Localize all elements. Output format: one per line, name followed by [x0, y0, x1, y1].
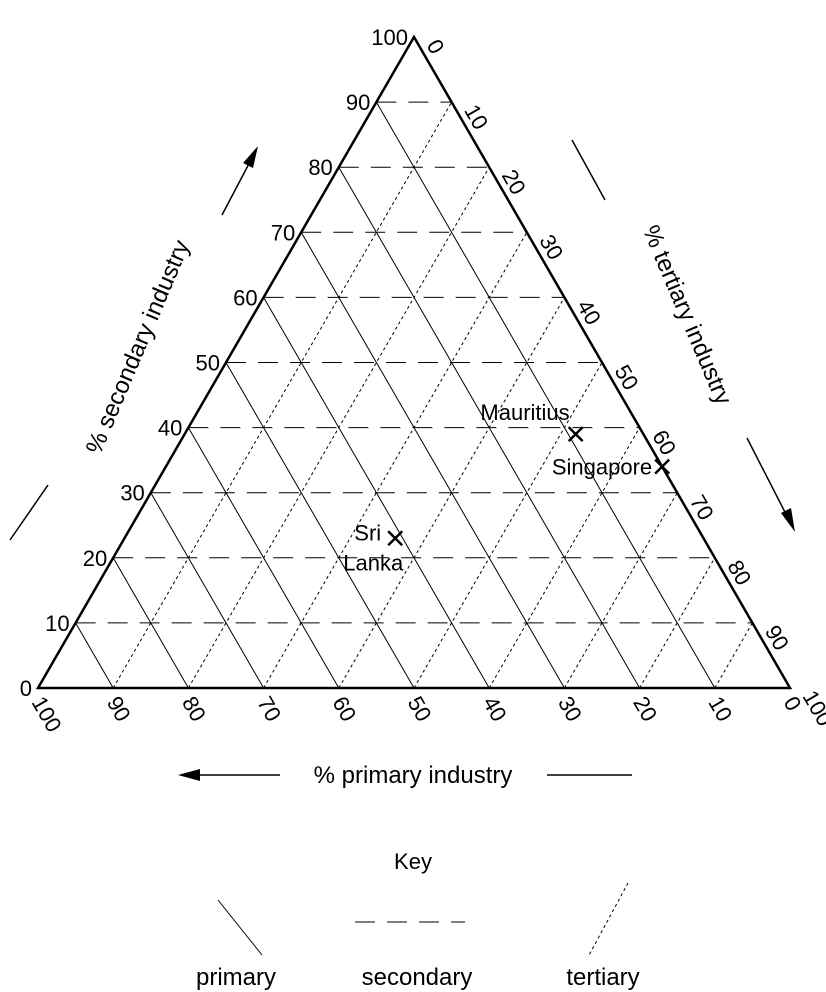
secondary-tick-100: 100: [371, 25, 408, 50]
key-tertiary-sample: [587, 882, 629, 958]
primary-tick-70: 70: [252, 692, 286, 726]
primary-grid-line-10: [375, 101, 716, 689]
primary-axis-arrowhead: [178, 769, 200, 781]
primary-grid-line-50: [225, 362, 415, 689]
point-label-sri-lanka-1: Lanka: [343, 550, 404, 575]
tertiary-tick-50: 50: [610, 361, 644, 395]
tertiary-axis-title: % tertiary industry: [637, 221, 737, 408]
secondary-axis-arrow-line: [221, 157, 253, 216]
tertiary-tick-90: 90: [760, 621, 794, 655]
secondary-tick-90: 90: [346, 90, 370, 115]
tertiary-axis-arrowhead: [781, 508, 795, 532]
primary-tick-0: 0: [779, 692, 807, 715]
primary-tick-90: 90: [102, 692, 136, 726]
primary-grid-line-30: [300, 232, 565, 689]
tertiary-grid-line-10: [112, 101, 453, 689]
primary-axis-title: % primary industry: [314, 762, 513, 789]
primary-tick-80: 80: [177, 692, 211, 726]
key: Key primary secondary tertiary: [196, 849, 640, 991]
secondary-tick-30: 30: [120, 481, 144, 506]
tertiary-tick-80: 80: [722, 556, 756, 590]
secondary-tick-0: 0: [20, 676, 32, 701]
triangle-outline: [35, 34, 793, 690]
tertiary-tick-40: 40: [572, 295, 606, 329]
key-title: Key: [394, 849, 432, 874]
tertiary-grid-line-70: [563, 492, 678, 689]
tertiary-grid-line-50: [413, 362, 603, 689]
secondary-tick-10: 10: [45, 611, 69, 636]
secondary-tick-80: 80: [308, 155, 332, 180]
secondary-tick-20: 20: [83, 546, 107, 571]
x-marker-singapore: [654, 458, 671, 475]
tertiary-tick-10: 10: [459, 100, 493, 134]
tertiary-tick-100: 100: [798, 686, 826, 730]
secondary-tick-50: 50: [196, 351, 220, 376]
grid-lines: [75, 101, 753, 689]
primary-tick-10: 10: [703, 692, 737, 726]
primary-grid-line-70: [150, 492, 265, 689]
point-label-mauritius-0: Mauritius: [480, 400, 569, 425]
key-label-secondary: secondary: [362, 964, 473, 991]
primary-tick-40: 40: [478, 692, 512, 726]
point-label-sri-lanka-0: Sri: [354, 520, 381, 545]
tertiary-axis-line-upper: [571, 139, 606, 201]
key-label-tertiary: tertiary: [566, 964, 639, 991]
primary-tick-100: 100: [27, 692, 67, 736]
x-marker-sri-lanka: [387, 530, 404, 547]
primary-tick-60: 60: [327, 692, 361, 726]
primary-tick-30: 30: [553, 692, 587, 726]
tertiary-tick-30: 30: [534, 230, 568, 264]
secondary-tick-60: 60: [233, 285, 257, 310]
tertiary-grid-line-80: [639, 557, 716, 689]
key-label-primary: primary: [196, 964, 276, 991]
secondary-axis-arrowhead: [243, 146, 258, 168]
tertiary-tick-70: 70: [685, 491, 719, 525]
tertiary-grid-line-90: [714, 622, 753, 689]
primary-axis-title-group: % primary industry: [178, 762, 632, 789]
primary-grid-line-80: [112, 557, 189, 689]
tertiary-axis-arrow-line: [746, 437, 789, 519]
tertiary-tick-0: 0: [422, 35, 450, 58]
tertiary-tick-20: 20: [497, 165, 531, 199]
point-label-singapore-0: Singapore: [552, 455, 652, 480]
secondary-tick-40: 40: [158, 416, 182, 441]
data-point-sri-lanka: Sri Lanka: [343, 520, 404, 575]
tertiary-tick-60: 60: [647, 426, 681, 460]
tertiary-grid-line-30: [263, 232, 528, 689]
primary-tick-20: 20: [628, 692, 662, 726]
primary-grid-line-90: [75, 622, 114, 689]
primary-tick-50: 50: [403, 692, 437, 726]
tertiary-grid-line-60: [488, 427, 641, 689]
data-point-mauritius: Mauritius: [480, 400, 584, 442]
secondary-axis-line-lower: [9, 484, 49, 541]
triangle-frame: [35, 34, 793, 690]
data-points: Mauritius Singapore Sri Lanka: [343, 400, 671, 575]
key-primary-sample: [217, 899, 263, 956]
secondary-tick-70: 70: [271, 220, 295, 245]
primary-grid-line-60: [187, 427, 340, 689]
x-marker-mauritius: [567, 426, 584, 442]
data-point-singapore: Singapore: [552, 455, 671, 480]
